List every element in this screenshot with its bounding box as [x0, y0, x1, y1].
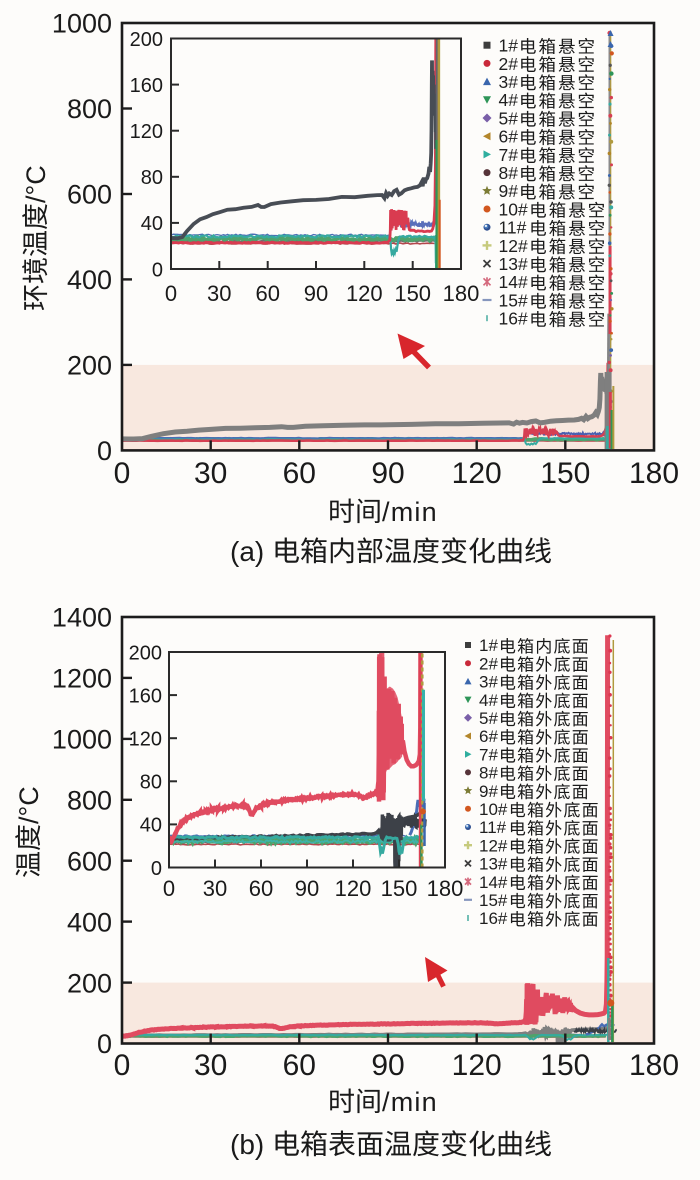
- svg-text:15#: 15#: [479, 891, 508, 910]
- svg-text:0: 0: [97, 1029, 112, 1059]
- svg-text:200: 200: [67, 968, 112, 998]
- svg-text:8#: 8#: [499, 163, 519, 183]
- svg-text:400: 400: [67, 907, 112, 937]
- svg-text:180: 180: [427, 876, 464, 901]
- svg-text:/°C: /°C: [21, 165, 51, 203]
- svg-text:4#: 4#: [499, 90, 519, 110]
- svg-text:60: 60: [255, 281, 279, 306]
- svg-text:1000: 1000: [52, 9, 112, 39]
- svg-text:180: 180: [629, 1049, 679, 1082]
- svg-text:180: 180: [629, 457, 679, 490]
- svg-text:7#: 7#: [479, 745, 498, 764]
- svg-text:200: 200: [130, 29, 163, 51]
- svg-text:40: 40: [141, 213, 163, 235]
- svg-text:0: 0: [163, 876, 175, 901]
- svg-text:(b): (b): [230, 1129, 264, 1160]
- svg-text:11#: 11#: [499, 218, 527, 238]
- svg-text:150: 150: [381, 876, 418, 901]
- svg-text:8#: 8#: [479, 764, 498, 783]
- svg-text:12#: 12#: [499, 236, 528, 256]
- svg-text:0: 0: [165, 281, 177, 306]
- svg-text:1#: 1#: [479, 636, 498, 655]
- svg-text:6#: 6#: [499, 127, 519, 147]
- svg-text:9#: 9#: [499, 181, 519, 201]
- svg-text:0: 0: [151, 858, 162, 880]
- svg-text:40: 40: [140, 815, 162, 837]
- svg-text:0: 0: [114, 457, 131, 490]
- svg-text:15#: 15#: [499, 290, 528, 310]
- svg-text:80: 80: [141, 167, 163, 189]
- svg-text:120: 120: [129, 729, 162, 751]
- svg-text:12#: 12#: [479, 836, 508, 855]
- svg-text:3#: 3#: [499, 72, 519, 92]
- svg-text:1000: 1000: [52, 725, 112, 755]
- svg-text:16#: 16#: [479, 909, 508, 928]
- svg-text:150: 150: [540, 1049, 590, 1082]
- svg-text:6#: 6#: [479, 727, 498, 746]
- svg-text:120: 120: [452, 457, 502, 490]
- svg-text:4#: 4#: [479, 691, 498, 710]
- svg-text:90: 90: [304, 281, 328, 306]
- svg-text:14#: 14#: [479, 873, 508, 892]
- svg-text:120: 120: [346, 281, 383, 306]
- svg-text:0: 0: [152, 259, 163, 281]
- svg-text:150: 150: [540, 457, 590, 490]
- svg-text:200: 200: [129, 642, 162, 664]
- svg-text:13#: 13#: [479, 855, 508, 874]
- svg-text:1400: 1400: [52, 603, 112, 633]
- svg-text:1200: 1200: [52, 664, 112, 694]
- svg-text:2#: 2#: [479, 654, 498, 673]
- svg-text:600: 600: [67, 180, 112, 210]
- svg-text:400: 400: [67, 265, 112, 295]
- svg-text:14#: 14#: [499, 272, 528, 292]
- svg-text:0: 0: [97, 436, 112, 466]
- svg-text:150: 150: [394, 281, 431, 306]
- svg-text:30: 30: [194, 457, 227, 490]
- svg-text:10#: 10#: [499, 199, 528, 219]
- svg-text:90: 90: [371, 457, 404, 490]
- svg-text:120: 120: [335, 876, 372, 901]
- svg-text:13#: 13#: [499, 254, 528, 274]
- svg-text:120: 120: [452, 1049, 502, 1082]
- svg-text:30: 30: [207, 281, 231, 306]
- svg-text:/min: /min: [382, 497, 438, 527]
- svg-text:30: 30: [203, 876, 227, 901]
- svg-text:16#: 16#: [499, 309, 528, 329]
- svg-text:180: 180: [443, 281, 480, 306]
- svg-text:120: 120: [130, 121, 163, 143]
- svg-text:60: 60: [283, 1049, 316, 1082]
- svg-text:80: 80: [140, 772, 162, 794]
- svg-text:90: 90: [371, 1049, 404, 1082]
- svg-text:60: 60: [249, 876, 273, 901]
- svg-text:11#: 11#: [479, 818, 507, 837]
- svg-text:2#: 2#: [499, 54, 519, 74]
- svg-text:10#: 10#: [479, 800, 508, 819]
- svg-text:0: 0: [114, 1049, 131, 1082]
- svg-text:600: 600: [67, 846, 112, 876]
- svg-text:3#: 3#: [479, 673, 498, 692]
- svg-text:800: 800: [67, 786, 112, 816]
- svg-text:60: 60: [283, 457, 316, 490]
- svg-text:90: 90: [295, 876, 319, 901]
- svg-text:1#: 1#: [499, 36, 519, 56]
- svg-text:9#: 9#: [479, 782, 498, 801]
- svg-text:200: 200: [67, 351, 112, 381]
- svg-text:800: 800: [67, 94, 112, 124]
- svg-text:160: 160: [130, 75, 163, 97]
- svg-text:/°C: /°C: [14, 786, 44, 824]
- svg-text:5#: 5#: [479, 709, 498, 728]
- svg-text:/min: /min: [382, 1087, 438, 1117]
- svg-text:5#: 5#: [499, 108, 519, 128]
- svg-text:(a): (a): [230, 536, 264, 567]
- svg-text:30: 30: [194, 1049, 227, 1082]
- svg-text:7#: 7#: [499, 145, 519, 165]
- svg-text:160: 160: [129, 685, 162, 707]
